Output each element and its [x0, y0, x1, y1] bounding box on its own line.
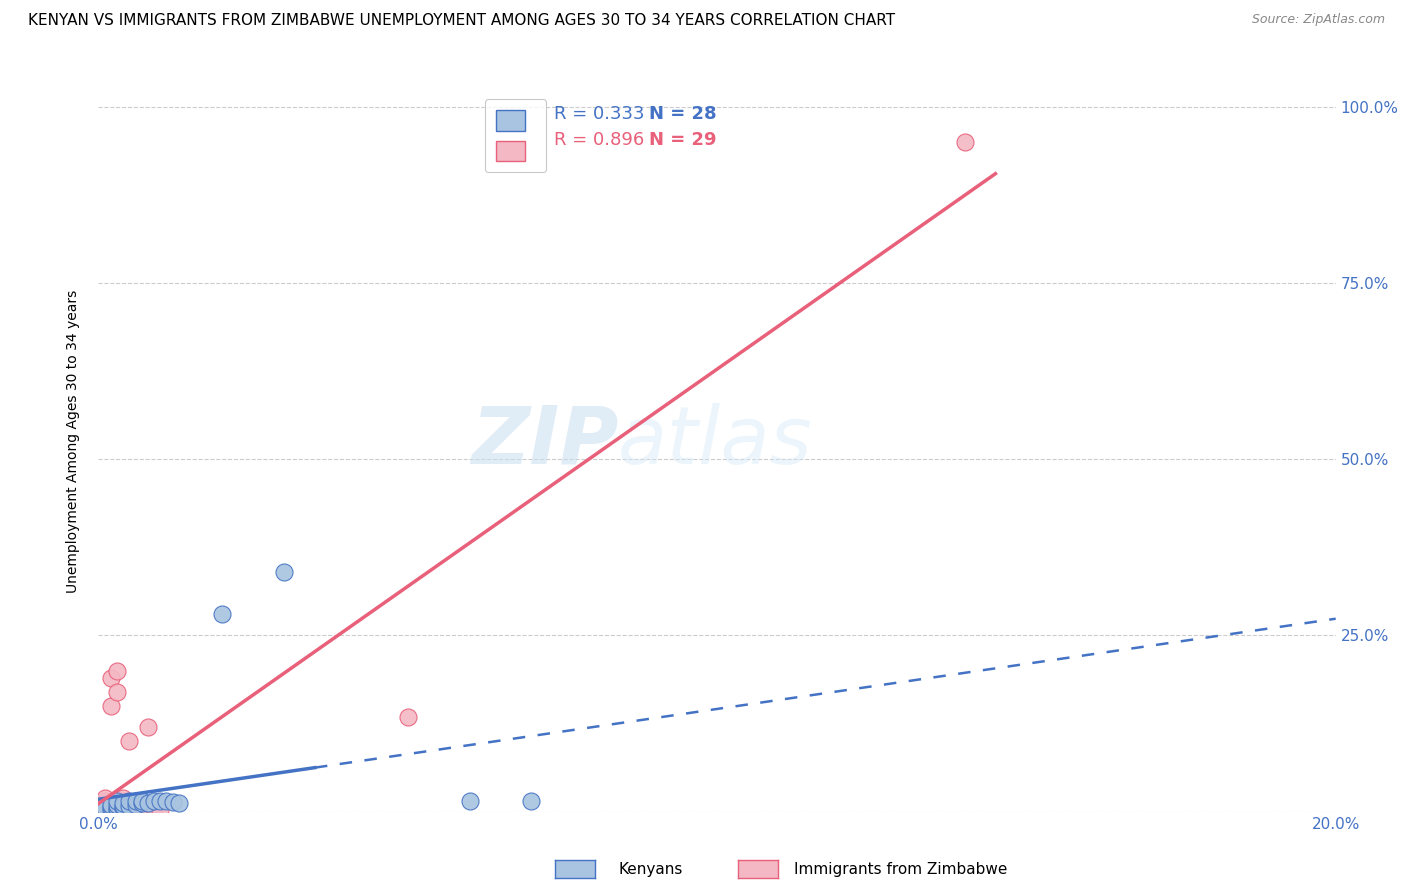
Point [162, 795, 184, 809]
Point [143, 801, 166, 815]
Point [112, 794, 135, 808]
Point [112, 797, 135, 811]
Point [273, 565, 295, 579]
Point [100, 801, 122, 815]
Text: KENYAN VS IMMIGRANTS FROM ZIMBABWE UNEMPLOYMENT AMONG AGES 30 TO 34 YEARS CORREL: KENYAN VS IMMIGRANTS FROM ZIMBABWE UNEMP… [28, 13, 896, 29]
Point [100, 698, 122, 713]
Point [100, 803, 122, 817]
Point [112, 799, 135, 814]
Point [105, 797, 128, 812]
Point [100, 671, 122, 685]
Text: Source: ZipAtlas.com: Source: ZipAtlas.com [1251, 13, 1385, 27]
Point [131, 794, 153, 808]
Point [105, 799, 128, 814]
Point [124, 794, 146, 808]
Point [124, 797, 146, 812]
Point [131, 801, 153, 815]
Point [155, 794, 177, 808]
Point [105, 801, 128, 815]
Point [93, 799, 115, 814]
Point [93, 803, 115, 817]
Point [149, 794, 172, 808]
Point [143, 794, 166, 808]
Text: atlas: atlas [619, 402, 813, 481]
Point [93, 801, 115, 815]
Point [131, 799, 153, 814]
Text: N = 28: N = 28 [650, 105, 717, 123]
Point [131, 797, 153, 811]
Legend: , : , [485, 99, 546, 172]
Point [124, 799, 146, 814]
Point [520, 794, 543, 808]
Point [93, 801, 115, 815]
Y-axis label: Unemployment Among Ages 30 to 34 years: Unemployment Among Ages 30 to 34 years [66, 290, 80, 593]
Point [100, 797, 122, 811]
Point [105, 797, 128, 812]
Point [112, 801, 135, 815]
Point [112, 790, 135, 805]
Point [396, 709, 419, 723]
Point [118, 801, 141, 815]
Point [93, 794, 115, 808]
Point [136, 720, 159, 734]
Point [93, 790, 115, 805]
Point [118, 794, 141, 808]
Point [105, 664, 128, 678]
Point [167, 796, 190, 810]
Point [105, 803, 128, 817]
Point [118, 734, 141, 748]
Point [953, 135, 976, 149]
Point [112, 801, 135, 815]
Point [100, 799, 122, 814]
Text: Kenyans: Kenyans [619, 863, 683, 877]
Point [100, 797, 122, 812]
Point [118, 799, 141, 814]
Point [124, 797, 146, 812]
Text: R = 0.333: R = 0.333 [554, 105, 644, 123]
Text: Immigrants from Zimbabwe: Immigrants from Zimbabwe [794, 863, 1008, 877]
Point [112, 799, 135, 814]
Point [136, 801, 159, 815]
Point [100, 799, 122, 814]
Text: R = 0.896: R = 0.896 [554, 131, 644, 149]
Point [105, 685, 128, 699]
Point [458, 794, 481, 808]
Text: ZIP: ZIP [471, 402, 619, 481]
Point [136, 796, 159, 810]
Text: N = 29: N = 29 [650, 131, 717, 149]
Point [105, 794, 128, 808]
Point [211, 607, 233, 622]
Point [149, 803, 172, 817]
